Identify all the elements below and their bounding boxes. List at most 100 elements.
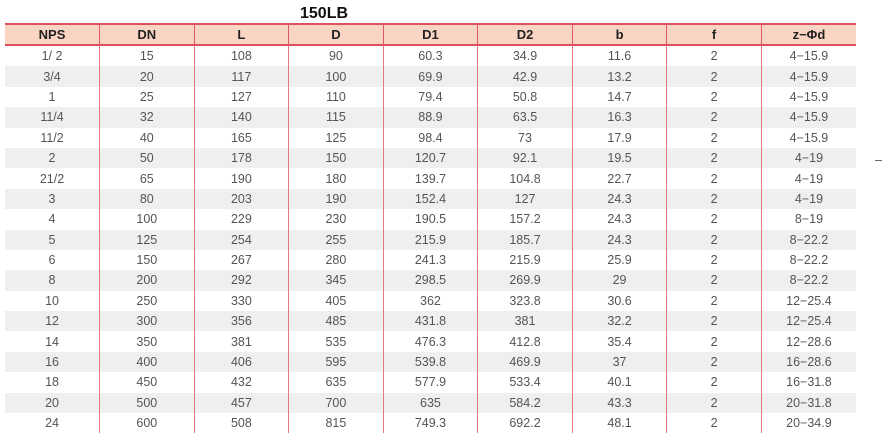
table-row: 10 250 330 405 362 323.8 30.6 2 12−25.4 — [5, 290, 856, 312]
table-cell: 400 — [99, 351, 195, 373]
table-cell: 29 — [571, 270, 667, 291]
table-cell: 25 — [99, 86, 195, 108]
table-cell: 700 — [288, 392, 384, 414]
column-header: b — [571, 23, 667, 46]
table-cell: 476.3 — [382, 331, 478, 352]
table-cell: 4−15.9 — [760, 107, 856, 128]
table-cell: 60.3 — [382, 45, 478, 67]
table-cell: 185.7 — [477, 229, 573, 250]
table-cell: 25.9 — [571, 249, 667, 271]
table-cell: 34.9 — [477, 45, 573, 67]
table-row: 11/2 40 165 125 98.4 73 17.9 2 4−15.9 — [5, 127, 856, 148]
table-cell: 110 — [288, 86, 384, 108]
table-cell: 432 — [193, 372, 289, 393]
column-header: z−Φd — [760, 23, 856, 46]
table-cell: 2 — [666, 331, 762, 352]
table-cell: 115 — [288, 107, 384, 128]
table-cell: 1 — [48, 89, 56, 104]
table-cell: 539.8 — [382, 351, 478, 373]
table-cell: 2 — [666, 229, 762, 250]
table-cell: 350 — [99, 331, 195, 352]
table-cell: 42.9 — [477, 66, 573, 87]
table-cell: 150 — [288, 147, 384, 169]
table-row: 3/4 20 117 100 69.9 42.9 13.2 2 4−15.9 — [5, 66, 856, 87]
table-cell: 2 — [666, 249, 762, 271]
table-cell: 24.3 — [571, 209, 667, 230]
table-cell: 48.1 — [571, 413, 667, 433]
table-cell: 635 — [382, 392, 478, 414]
table-cell: 450 — [99, 372, 195, 393]
table-cell: 16.3 — [571, 107, 667, 128]
table-cell: 405 — [288, 290, 384, 312]
table-cell: 2 — [666, 147, 762, 169]
table-cell: 190.5 — [382, 209, 478, 230]
table-cell: 215.9 — [477, 249, 573, 271]
table-cell: 14.7 — [571, 86, 667, 108]
column-header: D — [288, 23, 384, 46]
table-cell: 4−15.9 — [760, 66, 856, 87]
table-cell: 10 — [45, 293, 59, 308]
table-cell: 180 — [288, 168, 384, 189]
table-cell: 2 — [666, 107, 762, 128]
table-cell: 80 — [99, 188, 195, 210]
table-cell: 485 — [288, 311, 384, 332]
table-row: 24 600 508 815 749.3 692.2 48.1 2 20−34.9 — [5, 413, 856, 433]
table-cell: 8 — [5, 270, 100, 291]
table-cell: 255 — [288, 229, 384, 250]
table-cell: 190 — [288, 188, 384, 210]
table-cell: 18 — [45, 375, 59, 390]
table-cell: 90 — [288, 45, 384, 67]
table-cell: 4−19 — [760, 168, 856, 189]
table-cell: 14 — [45, 334, 59, 349]
table-cell: 4−15.9 — [760, 127, 856, 148]
table-cell: 2 — [666, 270, 762, 291]
table-cell: 815 — [288, 413, 384, 433]
table-cell: 749.3 — [382, 413, 478, 433]
table-cell: 635 — [288, 372, 384, 393]
table-cell: 120.7 — [382, 147, 478, 169]
table-cell: 127 — [477, 188, 573, 210]
table-cell: 2 — [666, 351, 762, 373]
table-cell: 2 — [666, 392, 762, 414]
table-cell: 35.4 — [571, 331, 667, 352]
table-cell: 2 — [666, 188, 762, 210]
table-row: 1 25 127 110 79.4 50.8 14.7 2 4−15.9 — [5, 86, 856, 108]
table-row: 21/2 65 190 180 139.7 104.8 22.7 2 4−19 — [5, 168, 856, 189]
table-cell: 50 — [99, 147, 195, 169]
table-cell: 2 — [666, 168, 762, 189]
table-cell: 469.9 — [477, 351, 573, 373]
table-cell: 20−31.8 — [760, 392, 856, 414]
table-cell: 412.8 — [477, 331, 573, 352]
table-row: 18 450 432 635 577.9 533.4 40.1 2 16−31.8 — [5, 372, 856, 393]
table-cell: 152.4 — [382, 188, 478, 210]
table-cell: 345 — [288, 270, 384, 291]
table-cell: 356 — [193, 311, 289, 332]
table-cell: 50.8 — [477, 86, 573, 108]
table-row: 5 125 254 255 215.9 185.7 24.3 2 8−22.2 — [5, 229, 856, 250]
table-cell: 2 — [666, 66, 762, 87]
table-cell: 2 — [666, 209, 762, 230]
table-cell: 40.1 — [571, 372, 667, 393]
table-cell: 127 — [193, 86, 289, 108]
table-cell: 140 — [193, 107, 289, 128]
table-cell: 229 — [193, 209, 289, 230]
table-cell: 457 — [193, 392, 289, 414]
table-cell: 20−34.9 — [760, 413, 856, 433]
table-cell: 4−15.9 — [760, 45, 856, 67]
table-cell: 92.1 — [477, 147, 573, 169]
table-cell: 215.9 — [382, 229, 478, 250]
table-cell: 692.2 — [477, 413, 573, 433]
table-cell: 13.2 — [571, 66, 667, 87]
table-cell: 79.4 — [382, 86, 478, 108]
table-cell: 381 — [193, 331, 289, 352]
table-cell: 1/ 2 — [41, 49, 63, 64]
table-row: 3 80 203 190 152.4 127 24.3 2 4−19 — [5, 188, 856, 210]
table-row: 8 200 292 345 298.5 269.9 29 2 8−22.2 — [5, 270, 856, 291]
column-header: NPS — [5, 23, 100, 46]
table-cell: 577.9 — [382, 372, 478, 393]
table-row: 14 350 381 535 476.3 412.8 35.4 2 12−28.6 — [5, 331, 856, 352]
table-cell: 6 — [48, 253, 56, 268]
column-header: L — [193, 23, 289, 46]
table-title: 150LB — [300, 5, 349, 22]
table-cell: 280 — [288, 249, 384, 271]
